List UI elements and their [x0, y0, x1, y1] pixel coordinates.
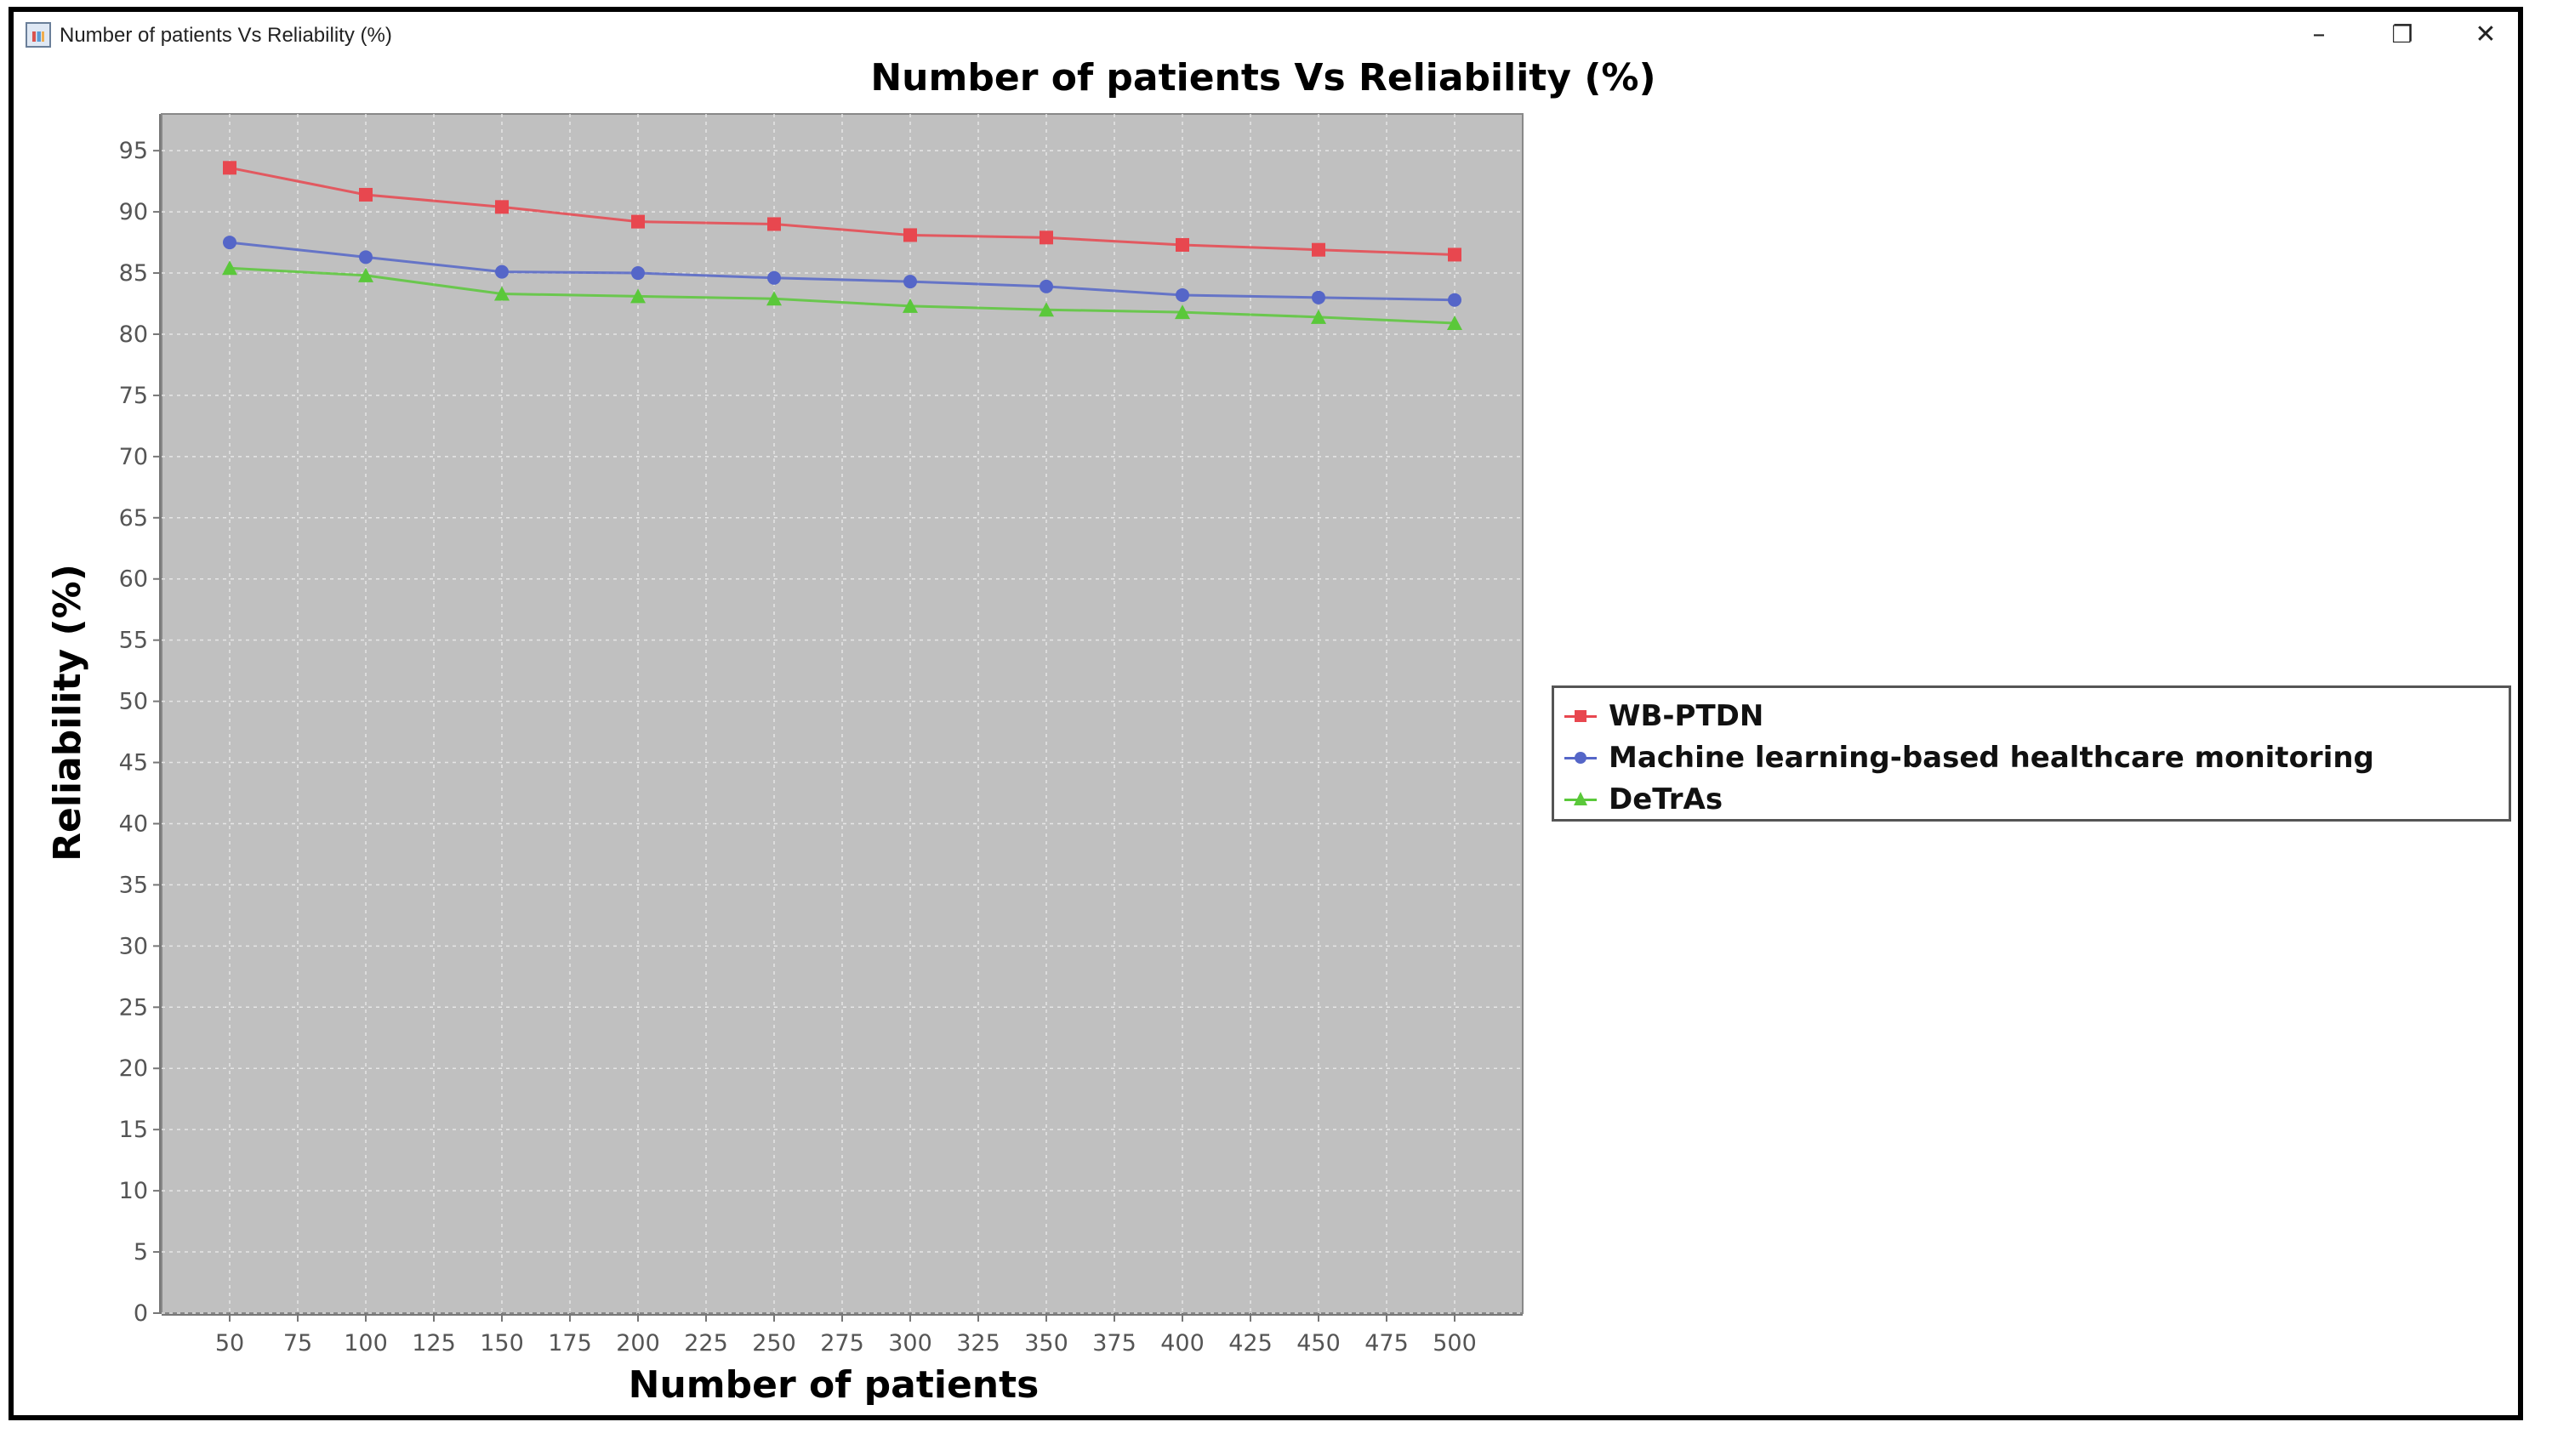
x-tick-label: 100	[344, 1330, 388, 1356]
x-tick-label: 350	[1024, 1330, 1068, 1356]
x-tick-label: 275	[820, 1330, 864, 1356]
x-tick-label: 475	[1364, 1330, 1409, 1356]
x-axis-ticks: 50 75 100 125 150 175 200 225 250 275 300 325 350 375…	[215, 1313, 1477, 1356]
legend-label: Machine learning-based healthcare monito…	[1609, 740, 2374, 775]
chart-title: Number of patients Vs Reliability (%)	[870, 56, 1655, 100]
x-tick-label: 125	[412, 1330, 456, 1356]
legend-label: WB-PTDN	[1609, 698, 1764, 733]
y-tick-label: 15	[119, 1117, 148, 1143]
x-tick-label: 450	[1296, 1330, 1341, 1356]
y-tick-label: 20	[119, 1055, 148, 1082]
chart-legend: WB-PTDN Machine learning-based healthcare…	[1552, 685, 2511, 822]
data-point	[495, 200, 509, 214]
x-tick-label: 425	[1228, 1330, 1273, 1356]
y-tick-label: 70	[119, 444, 148, 470]
y-tick-label: 45	[119, 750, 148, 776]
x-tick-label: 150	[480, 1330, 524, 1356]
y-tick-label: 85	[119, 260, 148, 287]
y-tick-label: 90	[119, 199, 148, 225]
data-point	[1312, 242, 1325, 257]
y-tick-label: 50	[119, 689, 148, 715]
data-point	[1040, 230, 1053, 245]
data-point	[494, 286, 510, 301]
series-layer	[222, 161, 1462, 331]
x-tick-label: 400	[1160, 1330, 1205, 1356]
data-point	[495, 264, 509, 279]
data-point	[766, 291, 782, 306]
window-title: Number of patients Vs Reliability (%)	[60, 24, 392, 47]
data-point	[903, 298, 918, 313]
data-point	[903, 228, 917, 242]
y-tick-label: 75	[119, 383, 148, 409]
data-point	[222, 260, 237, 276]
data-point	[1039, 302, 1054, 317]
window-titlebar[interactable]: Number of patients Vs Reliability (%) – …	[14, 12, 2518, 60]
data-point	[631, 214, 645, 229]
data-point	[1176, 237, 1189, 252]
y-tick-label: 40	[119, 810, 148, 837]
y-tick-label: 35	[119, 872, 148, 898]
legend-label: DeTrAs	[1609, 782, 1723, 816]
grid-lines	[162, 114, 1523, 1314]
x-axis-label: Number of patients	[629, 1363, 1040, 1407]
x-tick-label: 50	[215, 1330, 244, 1356]
x-tick-label: 325	[956, 1330, 1000, 1356]
legend-swatch	[1564, 745, 1597, 771]
y-tick-label: 95	[119, 138, 148, 164]
series-line	[229, 166, 1455, 256]
legend-swatch	[1564, 703, 1597, 729]
series-line	[229, 241, 1455, 302]
data-point	[223, 236, 236, 250]
legend-item: DeTrAs	[1564, 778, 2509, 820]
data-point	[1176, 287, 1189, 302]
data-point	[1448, 247, 1461, 262]
y-axis-ticks: 0 5 10 15 20 25 30 35 40 45 50 55 60 65 70 75 80 85 90 95	[119, 138, 162, 1327]
x-tick-label: 375	[1092, 1330, 1136, 1356]
data-point	[358, 267, 373, 282]
y-tick-label: 25	[119, 994, 148, 1021]
x-tick-label: 300	[888, 1330, 932, 1356]
legend-swatch	[1564, 787, 1597, 812]
y-axis-label: Reliability (%)	[46, 564, 89, 862]
x-tick-label: 175	[548, 1330, 592, 1356]
data-point	[1448, 293, 1461, 307]
series-2	[223, 236, 1461, 307]
data-point	[767, 270, 781, 285]
data-point	[1040, 279, 1053, 293]
legend-item: Machine learning-based healthcare monito…	[1564, 737, 2509, 778]
x-tick-label: 75	[283, 1330, 312, 1356]
data-point	[767, 217, 781, 231]
close-button[interactable]: ✕	[2475, 19, 2497, 49]
x-tick-label: 500	[1433, 1330, 1477, 1356]
chart-app-icon	[26, 22, 51, 48]
y-tick-label: 65	[119, 505, 148, 532]
y-tick-label: 80	[119, 321, 148, 348]
data-point	[631, 266, 645, 281]
data-point	[903, 275, 917, 289]
data-point	[359, 187, 373, 202]
series-line	[229, 266, 1455, 325]
legend-item: WB-PTDN	[1564, 695, 2509, 737]
data-point	[223, 161, 236, 175]
series-3	[222, 260, 1462, 331]
x-tick-label: 250	[752, 1330, 796, 1356]
data-point	[1312, 290, 1325, 304]
data-point	[1447, 316, 1462, 331]
minimize-button[interactable]: –	[2312, 19, 2326, 49]
data-point	[1175, 304, 1190, 320]
series-1	[223, 161, 1461, 262]
y-tick-label: 55	[119, 628, 148, 654]
y-tick-label: 0	[134, 1300, 148, 1327]
y-tick-label: 60	[119, 566, 148, 593]
restore-button[interactable]: ❐	[2391, 20, 2413, 48]
x-tick-label: 225	[684, 1330, 728, 1356]
data-point	[630, 288, 646, 304]
x-tick-label: 200	[616, 1330, 660, 1356]
data-point	[1311, 309, 1326, 324]
y-tick-label: 10	[119, 1178, 148, 1204]
y-tick-label: 30	[119, 933, 148, 959]
y-tick-label: 5	[134, 1239, 148, 1265]
data-point	[359, 250, 373, 264]
